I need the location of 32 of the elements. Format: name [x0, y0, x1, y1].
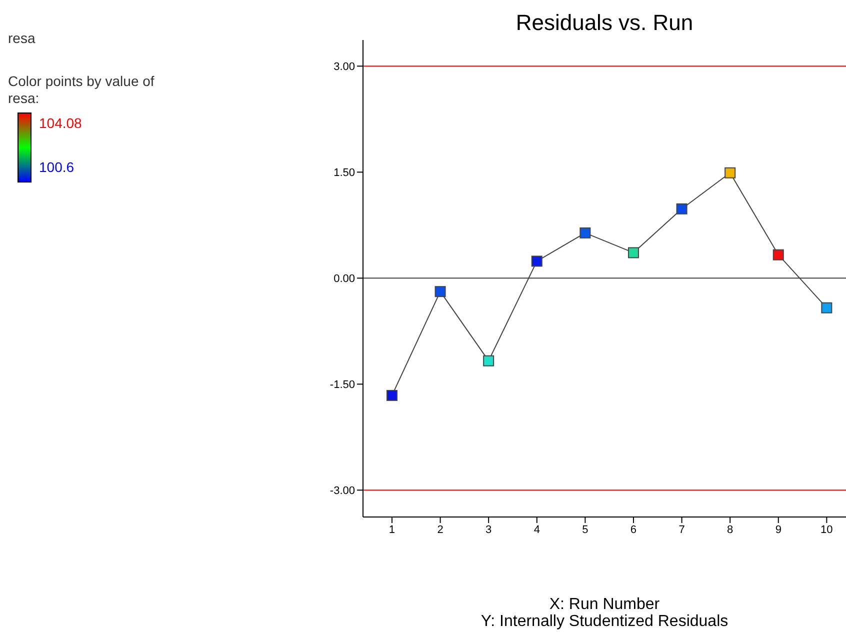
point [821, 302, 832, 314]
point [434, 286, 446, 298]
point [628, 247, 639, 258]
y-tick-label: 1.50 [334, 167, 355, 180]
x-tick-label: 5 [582, 524, 588, 536]
y-tick-label: -1.50 [330, 379, 355, 392]
x-tick-label: 4 [534, 524, 540, 536]
color-bar-label: 104.08 [39, 114, 82, 131]
y-tick-label: 0.00 [334, 273, 355, 286]
text: resa [8, 30, 36, 46]
x-tick-label: 6 [630, 524, 637, 536]
x-axis-title: X: Run Number [549, 596, 660, 613]
x-tick-label: 3 [486, 524, 492, 536]
point [676, 203, 688, 214]
text: Y: Internally Studentized Residuals [480, 613, 728, 630]
x-tick-label: 10 [820, 524, 833, 536]
point [724, 167, 736, 178]
y-tick-label: -3.00 [330, 485, 355, 498]
point [531, 256, 542, 267]
color-bar-label: 100.6 [39, 158, 74, 175]
x-tick-label: 2 [437, 524, 444, 536]
point [580, 227, 591, 238]
y-tick-label: 3.00 [334, 61, 355, 74]
color-bar-title: Color points by value of resa: [8, 73, 154, 106]
x-tick-label: 8 [727, 524, 734, 536]
x-tick-label: 1 [388, 524, 396, 536]
point [772, 249, 784, 260]
x-tick-label: 7 [678, 524, 685, 536]
point [483, 355, 494, 366]
chart-title: Residuals vs. Run [516, 10, 694, 35]
point [386, 390, 398, 401]
x-tick-label: 9 [775, 524, 782, 536]
